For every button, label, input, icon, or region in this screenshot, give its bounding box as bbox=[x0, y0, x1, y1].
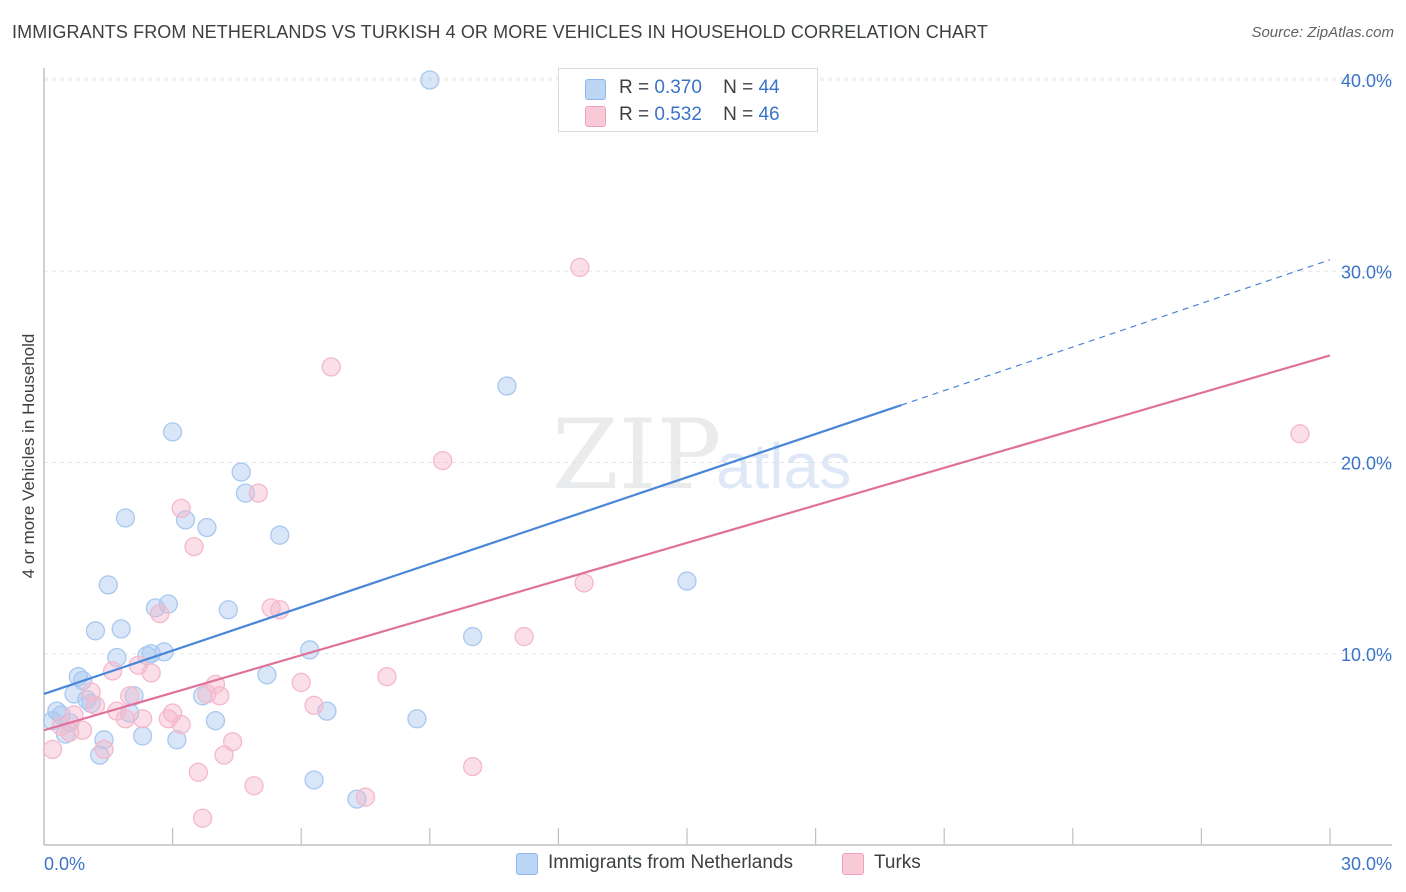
point-turks bbox=[574, 573, 594, 593]
point-turks bbox=[463, 756, 483, 777]
y-tick-label: 20.0% bbox=[1341, 454, 1392, 474]
point-turks bbox=[141, 663, 161, 683]
legend-swatch-turks bbox=[842, 853, 864, 875]
point-turks bbox=[115, 709, 136, 729]
point-netherlands bbox=[132, 726, 153, 746]
trend-line-turks bbox=[43, 354, 1331, 732]
point-turks bbox=[270, 600, 290, 620]
point-turks bbox=[171, 714, 191, 735]
point-netherlands bbox=[162, 422, 183, 442]
point-netherlands bbox=[231, 462, 251, 482]
watermark-atlas: atlas bbox=[716, 430, 851, 502]
legend-r-value: 0.532 bbox=[654, 104, 702, 125]
point-netherlands bbox=[420, 70, 440, 90]
point-netherlands bbox=[407, 709, 427, 729]
point-netherlands bbox=[154, 642, 174, 662]
point-turks bbox=[210, 686, 230, 706]
point-turks bbox=[72, 720, 93, 740]
correlation-legend: R = 0.370 N = 44 R = 0.532 N = 46 bbox=[558, 68, 818, 132]
point-turks bbox=[120, 686, 140, 706]
point-netherlands bbox=[98, 575, 118, 595]
y-tick-label: 30.0% bbox=[1341, 262, 1392, 282]
point-turks bbox=[150, 603, 170, 624]
chart-title: IMMIGRANTS FROM NETHERLANDS VS TURKISH 4… bbox=[12, 22, 988, 42]
point-netherlands bbox=[257, 665, 277, 685]
trend-line-netherlands-extension bbox=[901, 259, 1331, 406]
point-turks bbox=[94, 739, 114, 760]
point-turks bbox=[433, 450, 453, 471]
point-turks bbox=[85, 695, 106, 716]
point-turks bbox=[514, 626, 534, 647]
point-netherlands bbox=[497, 376, 517, 396]
point-netherlands bbox=[463, 626, 483, 647]
legend-n-label: N = bbox=[723, 104, 754, 125]
x-tick-labels: 0.0% 30.0% bbox=[44, 854, 1392, 874]
point-turks bbox=[355, 787, 376, 807]
x-axis-ticks bbox=[172, 828, 1331, 845]
legend-swatch-netherlands bbox=[516, 853, 538, 875]
source-label: Source: ZipAtlas.com bbox=[1251, 24, 1394, 41]
point-netherlands bbox=[270, 525, 290, 545]
legend-r-value: 0.370 bbox=[654, 77, 702, 98]
point-turks bbox=[570, 257, 590, 278]
point-turks bbox=[42, 739, 63, 760]
point-netherlands bbox=[175, 510, 196, 530]
point-turks bbox=[321, 357, 341, 377]
data-points bbox=[42, 70, 1310, 828]
legend-swatch-turks bbox=[585, 106, 606, 127]
legend-r-label: R = bbox=[619, 77, 650, 98]
point-turks bbox=[1290, 424, 1310, 444]
point-netherlands bbox=[205, 711, 226, 731]
point-netherlands bbox=[218, 600, 238, 620]
y-tick-label: 10.0% bbox=[1341, 645, 1392, 665]
y-tick-labels: 10.0% 20.0% 30.0% 40.0% bbox=[1341, 71, 1392, 665]
legend-n-label: N = bbox=[723, 77, 754, 98]
legend-swatch-netherlands bbox=[585, 79, 606, 100]
y-axis-label: 4 or more Vehicles in Household bbox=[19, 334, 38, 579]
point-netherlands bbox=[304, 770, 324, 790]
point-netherlands bbox=[167, 730, 187, 750]
legend-n-value: 46 bbox=[758, 104, 780, 125]
point-turks bbox=[304, 695, 324, 716]
trend-line-netherlands bbox=[43, 404, 902, 695]
point-turks bbox=[244, 776, 264, 796]
legend-r-label: R = bbox=[619, 104, 650, 125]
legend-label-turks: Turks bbox=[874, 852, 921, 873]
grid-lines bbox=[44, 77, 1392, 655]
trend-lines bbox=[43, 259, 1331, 732]
watermark-zip: ZIP bbox=[552, 399, 721, 511]
legend-n-value: 44 bbox=[758, 77, 780, 98]
point-turks bbox=[184, 537, 204, 557]
point-netherlands bbox=[197, 517, 217, 538]
point-turks bbox=[132, 709, 153, 729]
point-turks bbox=[192, 808, 213, 828]
point-turks bbox=[377, 667, 397, 687]
y-tick-label: 40.0% bbox=[1341, 71, 1392, 91]
point-netherlands bbox=[111, 619, 131, 639]
point-turks bbox=[222, 732, 243, 752]
point-netherlands bbox=[115, 508, 136, 528]
x-tick-label-max: 30.0% bbox=[1341, 854, 1392, 874]
x-tick-label-min: 0.0% bbox=[44, 854, 85, 874]
legend-label-netherlands: Immigrants from Netherlands bbox=[548, 852, 793, 873]
point-turks bbox=[171, 498, 191, 519]
point-turks bbox=[291, 672, 311, 693]
point-netherlands bbox=[677, 571, 697, 591]
point-turks bbox=[188, 762, 208, 782]
point-turks bbox=[248, 483, 268, 503]
point-netherlands bbox=[85, 621, 106, 641]
